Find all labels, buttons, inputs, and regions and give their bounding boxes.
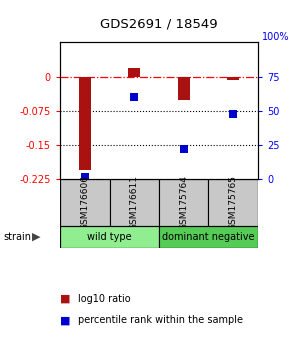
Text: wild type: wild type [87, 232, 132, 242]
Text: percentile rank within the sample: percentile rank within the sample [78, 315, 243, 325]
Bar [79, 77, 91, 170]
Bar [60, 226, 159, 248]
Point [231, 111, 236, 116]
Text: ▶: ▶ [32, 232, 40, 242]
Text: log10 ratio: log10 ratio [78, 294, 130, 304]
Text: GSM175765: GSM175765 [229, 175, 238, 230]
Text: GSM176606: GSM176606 [80, 175, 89, 230]
Bar [159, 226, 258, 248]
Text: GSM175764: GSM175764 [179, 175, 188, 230]
Point [82, 174, 87, 179]
Text: ■: ■ [60, 294, 70, 304]
Bar [159, 179, 208, 226]
Text: GSM176611: GSM176611 [130, 175, 139, 230]
Text: 100%: 100% [262, 33, 289, 42]
Point [181, 147, 186, 152]
Bar [60, 179, 110, 226]
Point [132, 95, 137, 100]
Bar [110, 179, 159, 226]
Bar [227, 77, 239, 80]
Bar [128, 68, 140, 77]
Text: ■: ■ [60, 315, 70, 325]
Text: strain: strain [3, 232, 31, 242]
Bar [178, 77, 190, 99]
Bar [208, 179, 258, 226]
Text: GDS2691 / 18549: GDS2691 / 18549 [100, 17, 218, 30]
Text: dominant negative: dominant negative [162, 232, 255, 242]
